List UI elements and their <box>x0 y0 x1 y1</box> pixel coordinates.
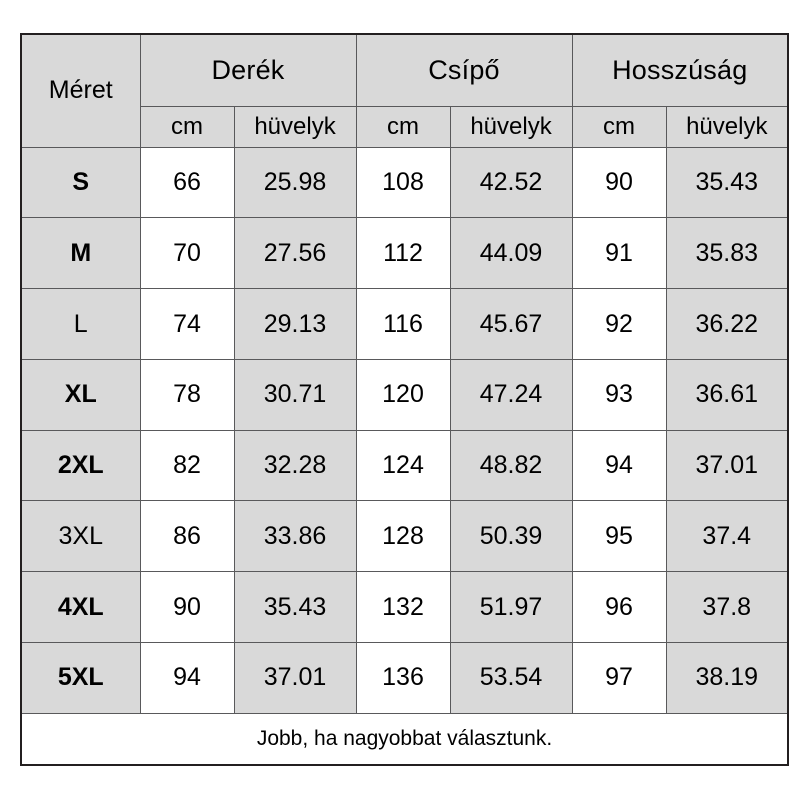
header-unit-waist-inch: hüvelyk <box>233 105 357 148</box>
size-chart-table: Méret Derék Csípő Hosszúság cm hüvelyk c… <box>20 33 790 766</box>
cell-hip-inch: 51.97 <box>449 571 573 643</box>
size-chart-container: Méret Derék Csípő Hosszúság cm hüvelyk c… <box>20 33 790 766</box>
cell-length-cm: 91 <box>571 217 667 289</box>
cell-length-cm: 96 <box>571 571 667 643</box>
header-unit-hip-inch: hüvelyk <box>449 105 573 148</box>
table-row: S 66 25.98 108 42.52 90 35.43 <box>20 146 789 219</box>
cell-waist-cm: 74 <box>139 288 235 360</box>
header-row-units: cm hüvelyk cm hüvelyk cm hüvelyk <box>21 105 789 148</box>
cell-waist-inch: 25.98 <box>233 146 357 219</box>
cell-hip-inch: 45.67 <box>449 288 573 360</box>
footer-row: Jobb, ha nagyobbat választunk. <box>20 712 789 766</box>
cell-waist-inch: 37.01 <box>233 641 357 714</box>
footer-note: Jobb, ha nagyobbat választunk. <box>20 712 789 766</box>
cell-hip-cm: 112 <box>355 217 451 289</box>
table-footer: Jobb, ha nagyobbat választunk. <box>20 712 789 766</box>
cell-length-inch: 35.83 <box>665 217 789 289</box>
cell-waist-cm: 90 <box>139 571 235 643</box>
cell-waist-inch: 29.13 <box>233 288 357 360</box>
cell-hip-inch: 53.54 <box>449 641 573 714</box>
cell-length-cm: 94 <box>571 429 667 502</box>
cell-waist-cm: 66 <box>139 146 235 219</box>
cell-waist-inch: 30.71 <box>233 358 357 431</box>
cell-length-cm: 90 <box>571 146 667 219</box>
cell-hip-inch: 47.24 <box>449 358 573 431</box>
table-row: M 70 27.56 112 44.09 91 35.83 <box>20 217 789 289</box>
cell-waist-cm: 86 <box>139 500 235 572</box>
cell-hip-cm: 108 <box>355 146 451 219</box>
cell-hip-cm: 136 <box>355 641 451 714</box>
table-header: Méret Derék Csípő Hosszúság cm hüvelyk c… <box>20 33 789 148</box>
cell-length-inch: 37.01 <box>665 429 789 502</box>
table-row: 5XL 94 37.01 136 53.54 97 38.19 <box>20 641 789 714</box>
cell-size: 2XL <box>20 429 141 502</box>
header-unit-hip-cm: cm <box>355 105 451 148</box>
cell-hip-cm: 120 <box>355 358 451 431</box>
header-group-length: Hosszúság <box>571 33 789 107</box>
cell-waist-inch: 35.43 <box>233 571 357 643</box>
cell-size: M <box>20 217 141 289</box>
cell-hip-cm: 124 <box>355 429 451 502</box>
cell-waist-inch: 33.86 <box>233 500 357 572</box>
cell-length-cm: 92 <box>571 288 667 360</box>
cell-length-cm: 93 <box>571 358 667 431</box>
table-row: XL 78 30.71 120 47.24 93 36.61 <box>20 358 789 431</box>
header-unit-waist-cm: cm <box>139 105 235 148</box>
cell-length-inch: 36.61 <box>665 358 789 431</box>
cell-waist-cm: 94 <box>139 641 235 714</box>
table-row: 2XL 82 32.28 124 48.82 94 37.01 <box>20 429 789 502</box>
table-row: 4XL 90 35.43 132 51.97 96 37.8 <box>20 571 789 643</box>
cell-size: 3XL <box>20 500 141 572</box>
cell-waist-cm: 70 <box>139 217 235 289</box>
cell-waist-cm: 78 <box>139 358 235 431</box>
cell-hip-inch: 50.39 <box>449 500 573 572</box>
header-unit-length-cm: cm <box>571 105 667 148</box>
cell-waist-cm: 82 <box>139 429 235 502</box>
cell-length-inch: 38.19 <box>665 641 789 714</box>
cell-hip-cm: 116 <box>355 288 451 360</box>
header-unit-length-inch: hüvelyk <box>665 105 789 148</box>
header-group-waist: Derék <box>139 33 357 107</box>
cell-length-inch: 35.43 <box>665 146 789 219</box>
header-row-groups: Méret Derék Csípő Hosszúság <box>20 33 789 148</box>
table-body: S 66 25.98 108 42.52 90 35.43 M 70 27.56 112 44.09 9… <box>20 146 789 714</box>
header-group-hip: Csípő <box>355 33 573 107</box>
cell-size: S <box>20 146 141 219</box>
cell-length-cm: 95 <box>571 500 667 572</box>
table-row: L 74 29.13 116 45.67 92 36.22 <box>20 288 789 360</box>
cell-waist-inch: 27.56 <box>233 217 357 289</box>
cell-length-inch: 37.4 <box>665 500 789 572</box>
cell-length-cm: 97 <box>571 641 667 714</box>
cell-size: 4XL <box>20 571 141 643</box>
cell-size: 5XL <box>20 641 141 714</box>
cell-length-inch: 36.22 <box>665 288 789 360</box>
header-size: Méret <box>20 33 141 148</box>
cell-size: XL <box>20 358 141 431</box>
cell-hip-inch: 42.52 <box>449 146 573 219</box>
cell-hip-inch: 48.82 <box>449 429 573 502</box>
cell-hip-inch: 44.09 <box>449 217 573 289</box>
cell-waist-inch: 32.28 <box>233 429 357 502</box>
cell-hip-cm: 132 <box>355 571 451 643</box>
cell-hip-cm: 128 <box>355 500 451 572</box>
cell-size: L <box>20 288 141 360</box>
cell-length-inch: 37.8 <box>665 571 789 643</box>
table-row: 3XL 86 33.86 128 50.39 95 37.4 <box>20 500 789 572</box>
